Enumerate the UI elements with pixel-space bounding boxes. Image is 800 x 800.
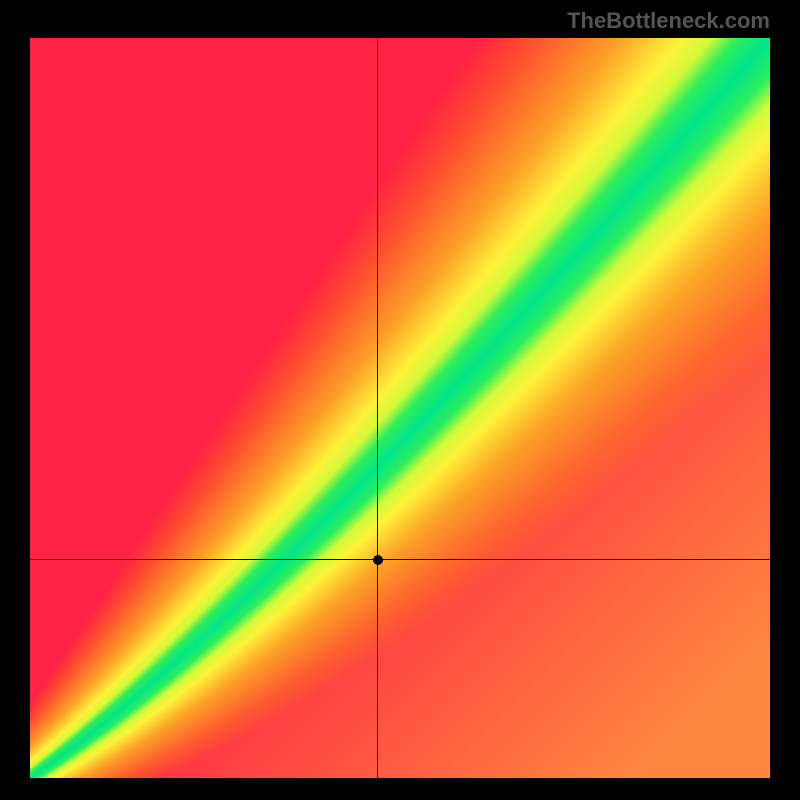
crosshair-horizontal xyxy=(30,559,770,560)
marker-dot xyxy=(373,555,383,565)
crosshair-vertical xyxy=(377,38,378,778)
heatmap-canvas xyxy=(30,38,770,778)
chart-container: TheBottleneck.com xyxy=(0,0,800,800)
heatmap-plot xyxy=(30,38,770,778)
watermark-text: TheBottleneck.com xyxy=(567,8,770,34)
